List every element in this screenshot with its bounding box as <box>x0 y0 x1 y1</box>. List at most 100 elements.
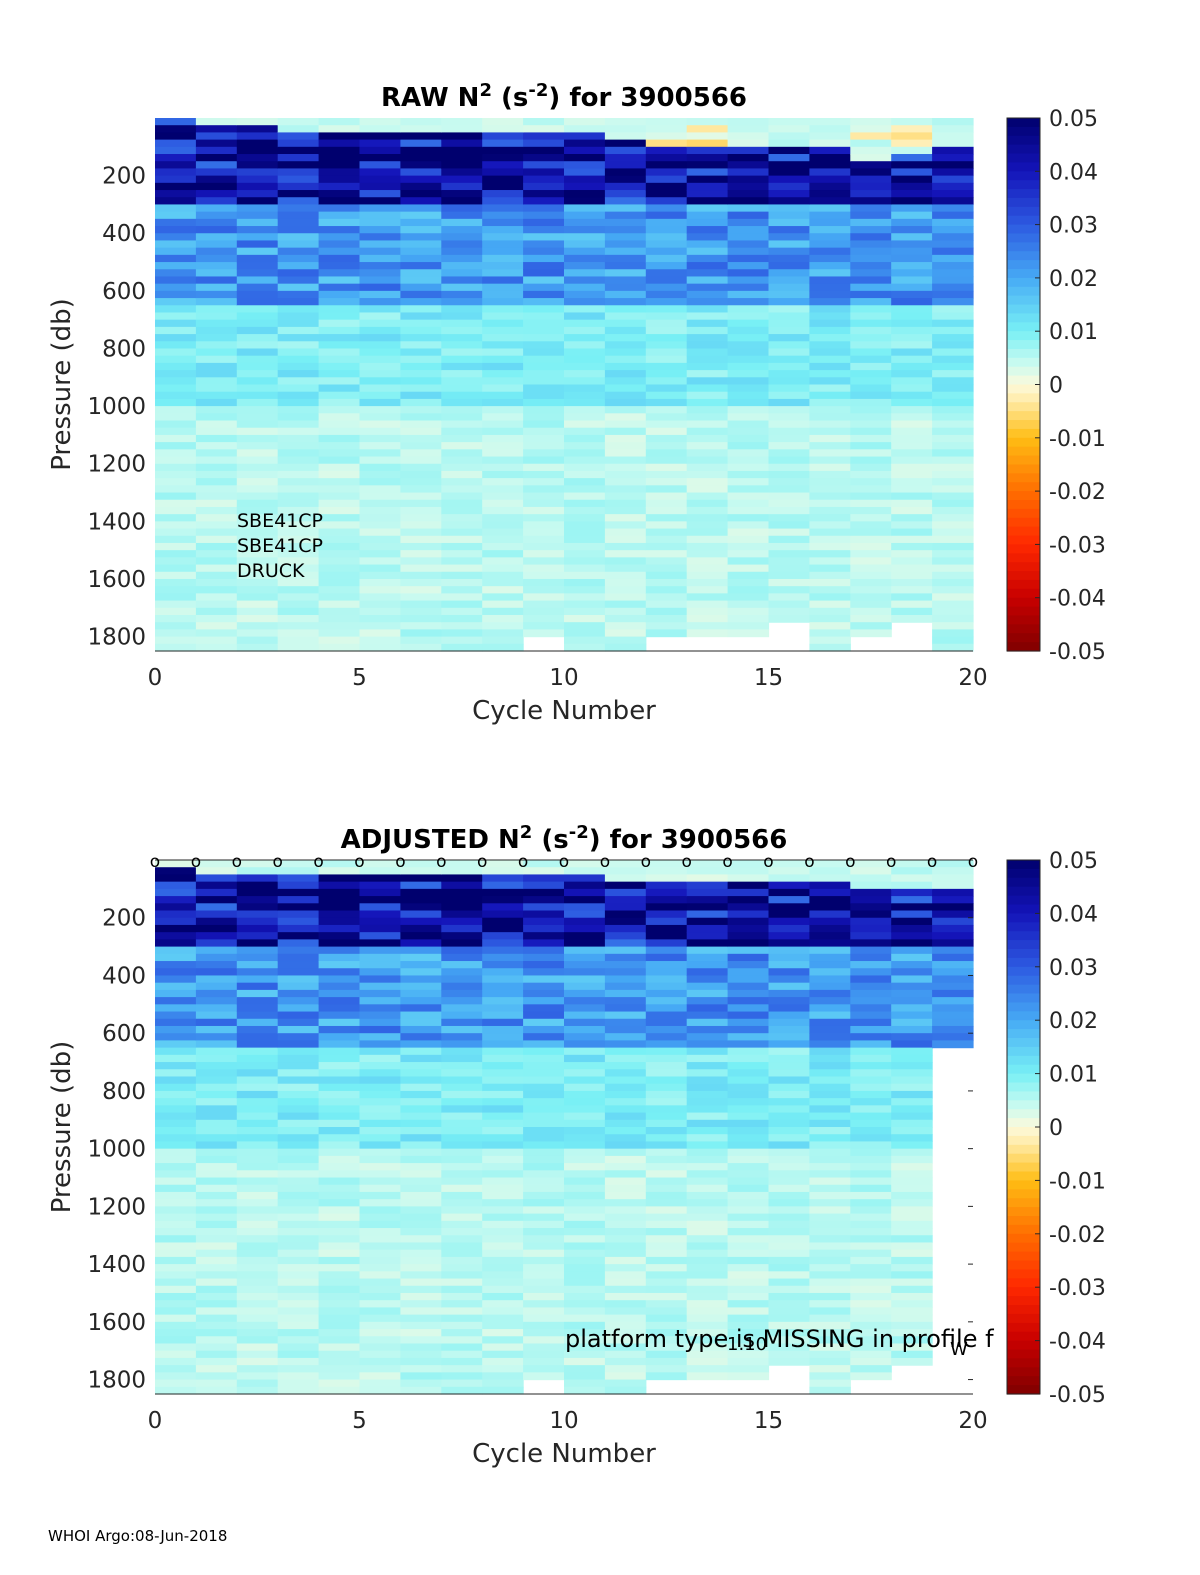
heatmap-cell <box>850 975 892 984</box>
heatmap-cell <box>850 254 892 263</box>
heatmap-cell <box>891 1112 933 1121</box>
heatmap-cell <box>604 262 647 270</box>
heatmap-cell <box>564 1011 606 1020</box>
heatmap-cell <box>564 1343 606 1352</box>
heatmap-cell <box>523 1076 565 1085</box>
heatmap-cell <box>400 1336 442 1345</box>
heatmap-cell <box>359 1040 401 1049</box>
heatmap-cell <box>523 182 565 191</box>
heatmap-cell <box>236 1191 279 1200</box>
heatmap-cell <box>236 1314 279 1323</box>
heatmap-cell <box>195 1228 238 1236</box>
heatmap-cell <box>155 348 197 357</box>
heatmap-cell <box>400 290 442 299</box>
heatmap-cell <box>277 1004 320 1013</box>
heatmap-cell <box>441 1271 483 1280</box>
heatmap-cell <box>604 514 647 522</box>
heatmap-cell <box>768 550 810 558</box>
heatmap-cell <box>523 1127 565 1135</box>
heatmap-cell <box>523 1069 565 1078</box>
heatmap-cell <box>891 175 933 184</box>
heatmap-cell <box>768 982 810 991</box>
qc-marker: o <box>681 852 691 872</box>
heatmap-cell <box>850 1199 892 1207</box>
heatmap-cell <box>318 334 361 342</box>
heatmap-cell <box>318 1372 361 1381</box>
heatmap-cell <box>155 521 197 530</box>
heatmap-cell <box>809 1228 851 1236</box>
heatmap-cell <box>482 982 524 991</box>
heatmap-cell <box>564 1379 606 1388</box>
heatmap-cell <box>768 362 810 371</box>
heatmap-cell <box>400 1076 442 1085</box>
heatmap-cell <box>564 1105 606 1114</box>
heatmap-cell <box>604 204 647 213</box>
heatmap-cell <box>155 1386 197 1395</box>
heatmap-cell <box>809 1271 851 1280</box>
heatmap-cell <box>523 1163 565 1171</box>
heatmap-cell <box>850 1321 892 1330</box>
heatmap-cell <box>195 975 238 984</box>
heatmap-cell <box>195 370 238 378</box>
heatmap-cell <box>727 154 770 162</box>
heatmap-cell <box>523 1025 565 1034</box>
heatmap-cell <box>932 924 974 933</box>
heatmap-cell <box>891 1134 933 1143</box>
heatmap-cell <box>277 1249 320 1258</box>
heatmap-cell <box>604 614 647 623</box>
heatmap-cell <box>482 1134 524 1143</box>
heatmap-cell <box>809 1184 851 1193</box>
heatmap-cell <box>318 1098 361 1106</box>
heatmap-cell <box>645 1307 688 1316</box>
heatmap-cell <box>523 146 565 155</box>
heatmap-cell <box>236 449 279 458</box>
heatmap-cell <box>400 860 442 868</box>
heatmap-cell <box>155 319 197 328</box>
heatmap-cell <box>768 190 810 198</box>
heatmap-cell <box>482 607 524 616</box>
heatmap-cell <box>482 953 524 962</box>
heatmap-cell <box>564 1184 606 1193</box>
heatmap-cell <box>236 1372 279 1381</box>
heatmap-cell <box>932 283 974 292</box>
heatmap-cell <box>277 276 320 285</box>
heatmap-cell <box>400 1314 442 1323</box>
heatmap-cell <box>850 240 892 249</box>
heatmap-cell <box>277 1098 320 1106</box>
heatmap-cell <box>686 218 729 227</box>
heatmap-cell <box>523 586 565 594</box>
qc-marker: o <box>395 852 405 872</box>
heatmap-cell <box>441 204 483 213</box>
heatmap-cell <box>400 341 442 350</box>
heatmap-cell <box>277 218 320 227</box>
heatmap-cell <box>932 204 974 213</box>
heatmap-cell <box>277 463 320 472</box>
heatmap-cell <box>686 391 729 400</box>
colorbar-segment <box>1007 206 1040 217</box>
heatmap-cell <box>523 932 565 940</box>
heatmap-cell <box>604 370 647 378</box>
heatmap-cell <box>359 636 401 645</box>
heatmap-cell <box>400 1278 442 1287</box>
heatmap-cell <box>195 564 238 573</box>
heatmap-cell <box>400 1105 442 1114</box>
heatmap-cell <box>850 1372 892 1381</box>
heatmap-cell <box>482 262 524 270</box>
heatmap-cell <box>236 1047 279 1056</box>
heatmap-cell <box>809 636 851 645</box>
heatmap-cell <box>359 1098 401 1106</box>
heatmap-cell <box>604 478 647 486</box>
heatmap-cell <box>564 896 606 904</box>
heatmap-cell <box>236 377 279 386</box>
colorbar-segment <box>1007 171 1040 181</box>
heatmap-cell <box>441 1386 483 1395</box>
heatmap-cell <box>645 1350 688 1359</box>
heatmap-cell <box>686 1256 729 1265</box>
heatmap-cell <box>891 1163 933 1171</box>
heatmap-cell <box>891 1127 933 1135</box>
heatmap-cell <box>850 1292 892 1301</box>
heatmap-cell <box>809 125 851 134</box>
heatmap-cell <box>645 1105 688 1114</box>
heatmap-cell <box>482 1228 524 1236</box>
heatmap-cell <box>195 1264 238 1272</box>
